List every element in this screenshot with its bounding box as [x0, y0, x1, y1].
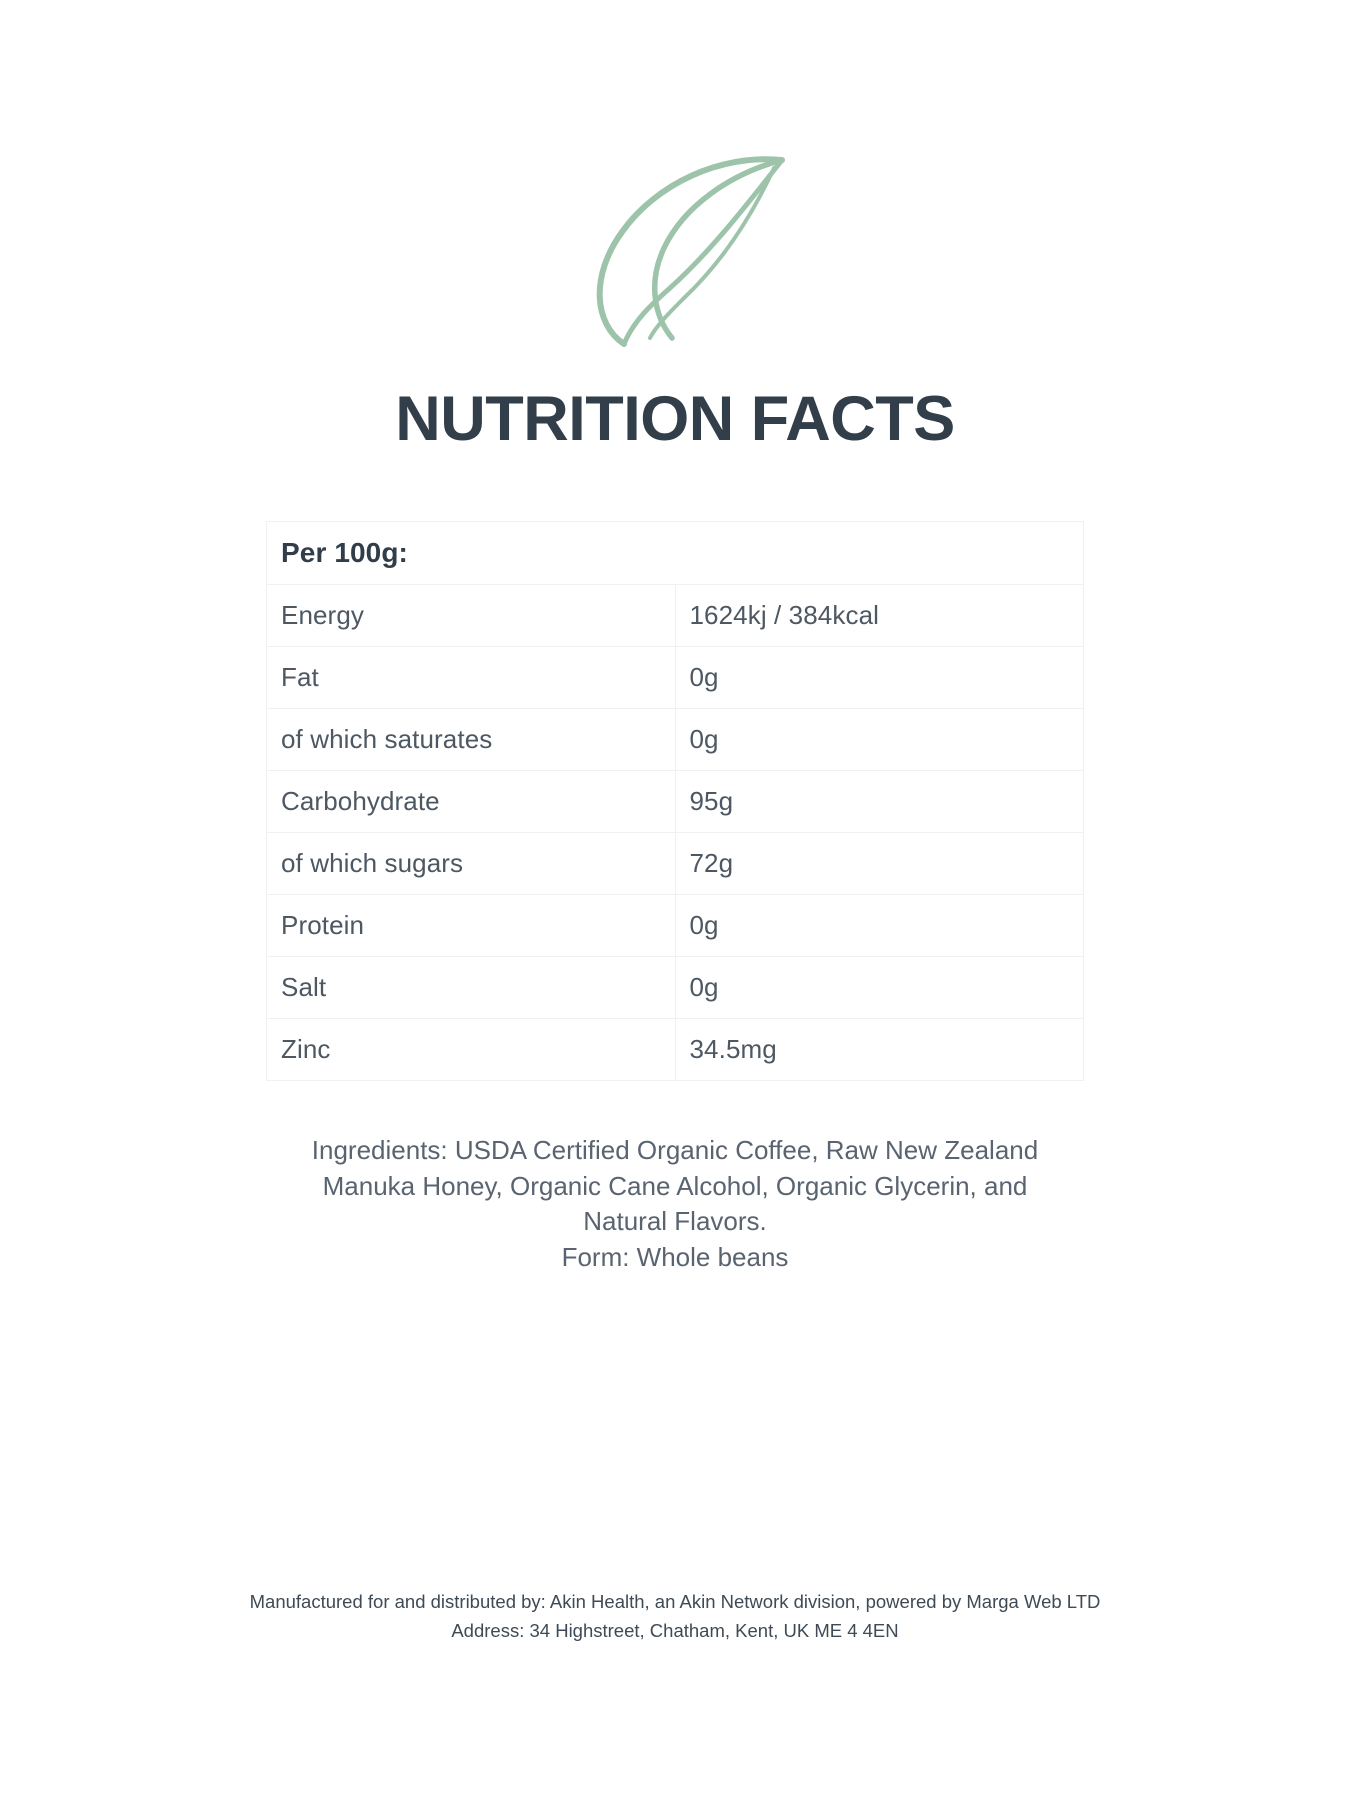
row-value-zinc: 34.5mg: [674, 1018, 1084, 1082]
row-value-sugars: 72g: [674, 832, 1084, 896]
table-row: of which saturates 0g: [266, 708, 1084, 772]
row-label-zinc: Zinc: [266, 1018, 676, 1082]
table-header-row: Per 100g:: [266, 521, 1084, 586]
nutrition-table-container: Per 100g: Energy 1624kj / 384kcal Fat 0g…: [266, 521, 1084, 1082]
table-row: Fat 0g: [266, 646, 1084, 710]
row-label-fat: Fat: [266, 646, 676, 710]
row-label-energy: Energy: [266, 584, 676, 648]
row-value-protein: 0g: [674, 894, 1084, 958]
ingredients-text: Ingredients: USDA Certified Organic Coff…: [311, 1135, 1039, 1237]
footer: Manufactured for and distributed by: Aki…: [0, 1588, 1350, 1645]
footer-address-line: Address: 34 Highstreet, Chatham, Kent, U…: [451, 1619, 899, 1641]
leaf-logo-icon: [596, 156, 785, 347]
row-label-saturates: of which saturates: [266, 708, 676, 772]
row-label-salt: Salt: [266, 956, 676, 1020]
table-row: Energy 1624kj / 384kcal: [266, 584, 1084, 648]
table-row: Zinc 34.5mg: [266, 1018, 1084, 1082]
row-label-carbohydrate: Carbohydrate: [266, 770, 676, 834]
row-value-saturates: 0g: [674, 708, 1084, 772]
row-value-fat: 0g: [674, 646, 1084, 710]
logo-container: [0, 0, 1350, 348]
row-value-energy: 1624kj / 384kcal: [674, 584, 1084, 648]
table-row: Carbohydrate 95g: [266, 770, 1084, 834]
row-label-protein: Protein: [266, 894, 676, 958]
footer-manufacturer-line: Manufactured for and distributed by: Aki…: [249, 1591, 1101, 1612]
table-row: of which sugars 72g: [266, 832, 1084, 896]
form-text: Form: Whole beans: [561, 1241, 789, 1272]
table-row: Salt 0g: [266, 956, 1084, 1020]
row-label-sugars: of which sugars: [266, 832, 676, 896]
table-body: Per 100g: Energy 1624kj / 384kcal Fat 0g…: [266, 521, 1084, 1082]
page-title: NUTRITION FACTS: [395, 384, 955, 454]
row-value-salt: 0g: [674, 956, 1084, 1020]
row-value-carbohydrate: 95g: [674, 770, 1084, 834]
nutrition-facts-table: Per 100g: Energy 1624kj / 384kcal Fat 0g…: [266, 521, 1084, 1082]
table-header-label: Per 100g:: [266, 521, 1084, 586]
table-row: Protein 0g: [266, 894, 1084, 958]
